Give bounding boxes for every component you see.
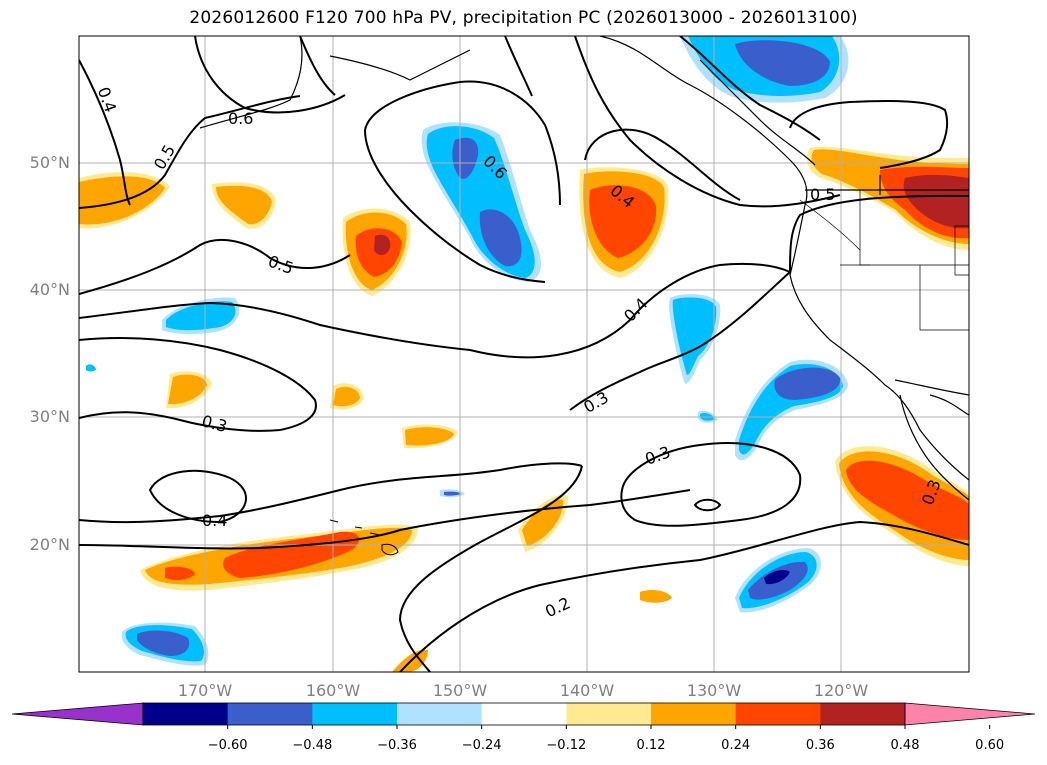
colorbar-tick-label: −0.48 [292,738,333,753]
lon-label: 160°W [305,681,361,700]
lat-label: 50°N [29,153,70,172]
graticule [79,36,969,672]
lon-label: 120°W [813,681,869,700]
contour-label: 0.5 [810,185,835,204]
colorbar-swatch [651,703,737,725]
lon-label: 170°W [177,681,233,700]
colorbar-swatch [735,703,821,725]
colorbar-swatch [143,703,229,725]
pv-contours [79,36,969,672]
lat-label: 20°N [29,535,70,554]
colorbar-tick-label: 0.60 [975,738,1005,753]
colorbar-extend-low [11,702,144,726]
coastlines [199,36,969,501]
state-borders [799,190,969,331]
lon-label: 140°W [559,681,615,700]
contour-label: 0.4 [202,511,227,530]
colorbar-tick-label: −0.36 [377,738,417,753]
precip-positive-shading [79,146,969,672]
colorbar-swatch [820,703,906,725]
lat-label: 40°N [29,280,70,299]
map-title: 2026012600 F120 700 hPa PV, precipitatio… [189,8,858,28]
colorbar-tick-label: 0.48 [890,738,920,753]
colorbar-tick-label: 0.36 [805,738,835,753]
colorbar-tick-label: −0.60 [207,738,248,753]
colorbar-tick-label: −0.12 [546,738,587,753]
plot-frame [78,35,970,673]
lat-label: 30°N [29,407,70,426]
colorbar-swatch [397,703,483,725]
colorbar-tick-label: 0.24 [721,738,751,753]
colorbar-tick-label: −0.24 [461,738,502,753]
lon-label: 130°W [686,681,742,700]
colorbar [11,702,1036,729]
colorbar-tick-label: 0.12 [636,738,666,753]
precip-negative-shading [86,36,849,666]
colorbar-swatch [481,703,567,725]
map-plot-area: 0.4 0.5 0.6 0.5 0.6 0.4 0.5 0.4 0.3 0.3 … [79,36,969,672]
colorbar-swatch [566,703,652,725]
colorbar-extend-high [904,702,1036,726]
colorbar-frame [142,702,906,726]
colorbar-swatch [227,703,313,725]
lon-label: 150°W [432,681,488,700]
contour-label: 0.6 [228,109,253,128]
colorbar-swatch [312,703,398,725]
